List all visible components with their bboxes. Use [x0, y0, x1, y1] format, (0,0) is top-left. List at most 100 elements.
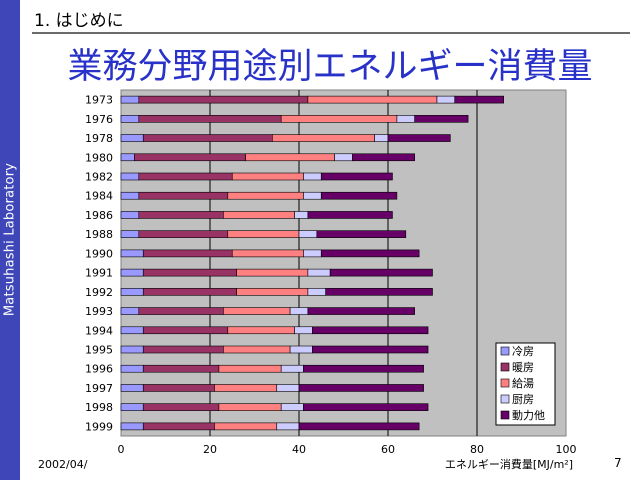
- bar-segment: [142, 345, 224, 354]
- bar-segment: [298, 384, 424, 392]
- bar-segment: [227, 191, 304, 200]
- bar-segment: [396, 115, 415, 123]
- legend-label: 給湯: [512, 376, 534, 390]
- sidebar-band: Matsuhashi Laboratory: [0, 0, 20, 480]
- category-label: 1982: [85, 171, 113, 184]
- bar-segment: [120, 384, 144, 392]
- category-label: 1991: [85, 267, 113, 280]
- bar-segment: [334, 153, 353, 162]
- bar-segment: [436, 95, 456, 104]
- bar-segment: [294, 211, 309, 219]
- bar-segment: [276, 384, 300, 392]
- bar-segment: [218, 364, 282, 373]
- bar-segment: [120, 268, 144, 277]
- legend-swatch: [500, 362, 510, 372]
- bar-segment: [280, 115, 398, 123]
- bar-segment: [227, 230, 300, 238]
- bar-segment: [329, 268, 433, 277]
- x-tick-label: 20: [203, 443, 217, 456]
- bar-segment: [120, 191, 140, 200]
- bar-segment: [120, 288, 144, 296]
- bar-segment: [227, 326, 295, 335]
- bar-segment: [120, 211, 140, 219]
- bar-segment: [138, 95, 309, 104]
- legend-swatch: [500, 378, 510, 388]
- category-label: 1986: [85, 209, 113, 222]
- bar-segment: [320, 191, 398, 200]
- bar-segment: [120, 95, 140, 104]
- bar-segment: [236, 268, 309, 277]
- bar-segment: [142, 134, 273, 142]
- bar-segment: [120, 134, 144, 142]
- plot-area: [120, 89, 567, 437]
- category-label: 1976: [85, 113, 113, 126]
- bar-segment: [142, 249, 233, 258]
- bar-segment: [312, 345, 429, 354]
- bar-segment: [294, 326, 313, 335]
- legend-label: 動力他: [512, 408, 545, 422]
- bar-segment: [280, 403, 304, 411]
- bar-segment: [387, 134, 451, 142]
- category-label: 1993: [85, 305, 113, 318]
- bar-segment: [223, 345, 291, 354]
- bar-segment: [120, 230, 140, 238]
- bar-segment: [271, 134, 375, 142]
- legend-swatch: [500, 346, 510, 356]
- bar-segment: [142, 326, 229, 335]
- date-footer: 2002/04/: [38, 458, 88, 471]
- bar-segment: [138, 230, 229, 238]
- bar-segment: [120, 422, 144, 431]
- bar-segment: [134, 153, 246, 162]
- bar-segment: [223, 211, 295, 219]
- bar-segment: [414, 115, 469, 123]
- category-label: 1988: [85, 228, 113, 241]
- legend-label: 冷房: [512, 345, 534, 358]
- bar-segment: [120, 403, 144, 411]
- bar-segment: [120, 326, 144, 335]
- legend-swatch: [500, 410, 510, 420]
- bar-segment: [120, 249, 144, 258]
- bar-segment: [303, 249, 322, 258]
- category-label: 1992: [85, 286, 113, 299]
- category-label: 1999: [85, 420, 113, 433]
- bar-segment: [236, 288, 309, 296]
- bar-segment: [138, 115, 282, 123]
- bar-segment: [245, 153, 335, 162]
- bar-segment: [307, 95, 438, 104]
- bar-segment: [303, 364, 424, 373]
- category-label: 1984: [85, 190, 113, 203]
- bar-segment: [307, 307, 415, 315]
- category-label: 1973: [85, 94, 113, 107]
- category-labels: 1973 1976 1978 1980 1982 1984 1986 1988 1990 1991…: [85, 94, 113, 434]
- category-label: 1998: [85, 401, 113, 414]
- section-heading: 1. はじめに: [34, 11, 124, 31]
- category-label: 1994: [85, 324, 113, 337]
- bar-segment: [303, 403, 429, 411]
- bar-segment: [120, 364, 144, 373]
- bar-segment: [352, 153, 415, 162]
- bar-segment: [307, 268, 331, 277]
- bar-segment: [289, 345, 313, 354]
- category-label: 1997: [85, 382, 113, 395]
- bar-segment: [138, 191, 229, 200]
- bar-segment: [142, 384, 215, 392]
- legend-label: 暖房: [512, 361, 534, 374]
- bar-segment: [138, 172, 233, 181]
- bar-segment: [312, 326, 429, 335]
- category-label: 1978: [85, 132, 113, 145]
- bar-segment: [120, 307, 140, 315]
- bar-segment: [320, 172, 393, 181]
- bar-segment: [120, 172, 140, 181]
- x-tick-label: 40: [292, 443, 306, 456]
- bar-segment: [231, 172, 304, 181]
- category-label: 1990: [85, 247, 113, 260]
- page-number: 7: [614, 456, 622, 470]
- bar-segment: [303, 172, 322, 181]
- bar-segment: [298, 422, 420, 431]
- bar-segment: [218, 403, 282, 411]
- x-tick-label: 80: [470, 443, 484, 456]
- bar-segment: [142, 403, 220, 411]
- slide-title: 業務分野用途別エネルギー消費量: [67, 47, 593, 87]
